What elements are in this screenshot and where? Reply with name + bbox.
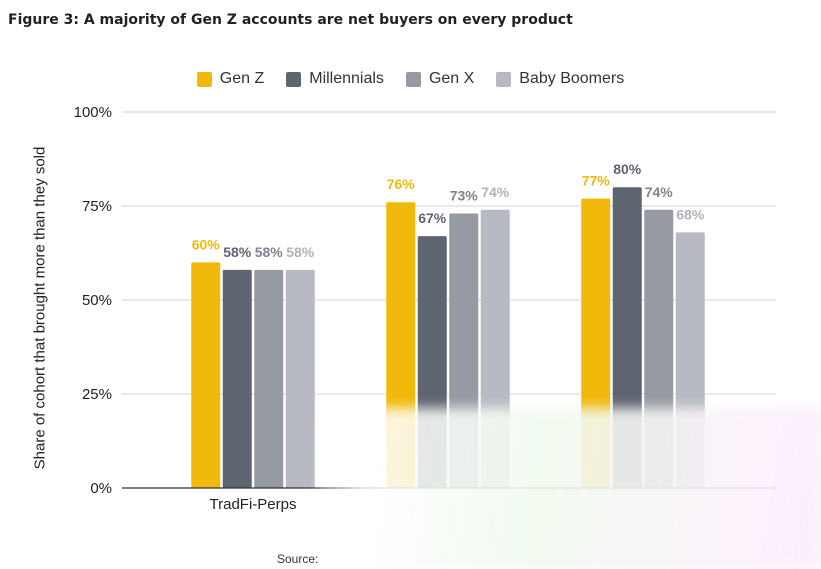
data-label: 74% <box>645 184 674 200</box>
legend-swatch <box>405 71 421 87</box>
legend-label: Baby Boomers <box>519 70 625 87</box>
y-tick-label: 25% <box>82 386 112 403</box>
y-axis-title: Share of cohort that brought more than t… <box>31 146 49 470</box>
legend-label: Millennials <box>309 70 384 87</box>
data-label: 80% <box>613 161 642 177</box>
data-label: 60% <box>192 236 221 252</box>
data-label: 67% <box>418 210 447 226</box>
legend-item-gen-x: Gen X <box>405 70 475 88</box>
bar <box>222 269 252 488</box>
data-label: 68% <box>676 206 705 222</box>
data-label: 73% <box>450 188 479 204</box>
image-smudge <box>318 408 821 569</box>
legend-item-gen-z: Gen Z <box>196 70 265 88</box>
y-tick-label: 75% <box>82 198 112 215</box>
x-tick-label: TradFi-Perps <box>210 496 297 513</box>
bar <box>191 262 221 488</box>
legend-item-millennials: Millennials <box>286 70 384 88</box>
y-tick-label: 0% <box>90 480 112 497</box>
y-tick-label: 100% <box>74 104 112 121</box>
data-label: 76% <box>387 176 416 192</box>
data-label: 58% <box>286 244 315 260</box>
legend-item-baby-boomers: Baby Boomers <box>496 70 624 88</box>
legend-swatch <box>196 71 212 87</box>
legend-swatch <box>286 71 302 87</box>
data-label: 77% <box>582 172 611 188</box>
figure-title: Figure 3: A majority of Gen Z accounts a… <box>8 12 573 28</box>
bar <box>254 269 284 488</box>
data-label: 58% <box>255 244 284 260</box>
bar <box>285 269 315 488</box>
legend-swatch <box>496 71 512 87</box>
y-tick-label: 50% <box>82 292 112 309</box>
legend-label: Gen Z <box>219 70 265 87</box>
source-note: Source: <box>277 552 319 566</box>
data-label: 58% <box>223 244 252 260</box>
legend: Gen Z Millennials Gen X Baby Boomers <box>0 70 821 88</box>
legend-label: Gen X <box>428 70 475 87</box>
data-label: 74% <box>481 184 510 200</box>
